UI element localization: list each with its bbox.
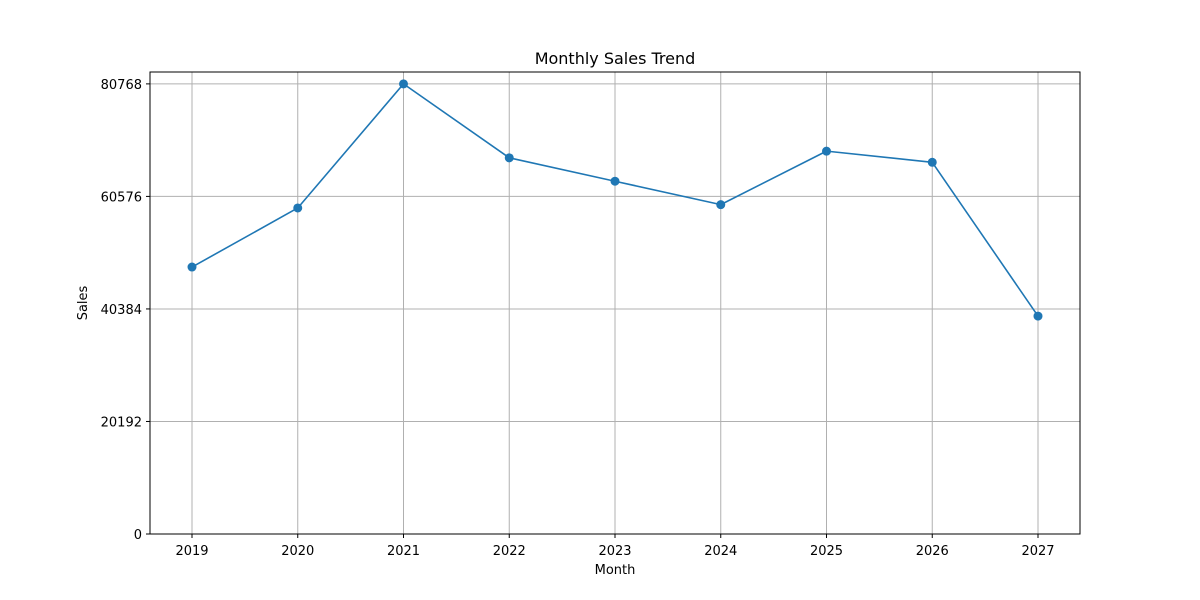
- x-axis-label: Month: [595, 563, 636, 578]
- data-point: [716, 200, 726, 210]
- data-point: [504, 153, 514, 163]
- data-point: [927, 157, 937, 167]
- data-point: [187, 262, 197, 272]
- data-point: [1033, 311, 1043, 321]
- data-point: [293, 203, 303, 213]
- x-tick-label: 2027: [1021, 544, 1054, 559]
- y-axis-ticks: 0 20192 40384 60576 80768: [101, 78, 150, 543]
- data-point: [610, 176, 620, 186]
- y-tick-label: 0: [134, 528, 142, 543]
- y-tick-label: 80768: [101, 78, 142, 93]
- x-axis-ticks: 2019 2020 2021 2022 2023 2024 2025 2026 2027: [175, 534, 1055, 559]
- x-tick-label: 2022: [493, 544, 526, 559]
- chart-title: Monthly Sales Trend: [535, 49, 696, 68]
- x-tick-label: 2019: [175, 544, 208, 559]
- grid: [150, 72, 1080, 535]
- y-axis-label: Sales: [76, 285, 91, 320]
- x-tick-label: 2023: [598, 544, 631, 559]
- x-tick-label: 2020: [281, 544, 314, 559]
- data-point: [822, 146, 831, 156]
- x-tick-label: 2024: [704, 544, 737, 559]
- series-layer: [187, 79, 1043, 321]
- x-tick-label: 2025: [810, 544, 843, 559]
- y-tick-label: 20192: [101, 415, 142, 430]
- data-point: [399, 79, 408, 89]
- y-tick-label: 40384: [101, 303, 142, 318]
- x-tick-label: 2026: [916, 544, 949, 559]
- x-tick-label: 2021: [387, 544, 420, 559]
- y-tick-label: 60576: [101, 190, 142, 205]
